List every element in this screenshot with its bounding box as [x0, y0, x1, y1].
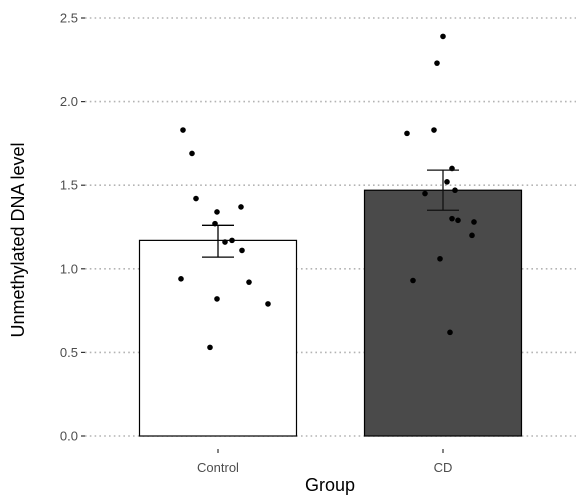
data-point: [239, 247, 245, 254]
data-point: [207, 344, 213, 351]
bars: [138, 189, 523, 437]
data-point: [447, 329, 453, 336]
data-point: [214, 209, 220, 215]
x-axis-title: Group: [305, 475, 355, 495]
error-bar-cd: [427, 169, 459, 211]
y-tick-label: 2.5: [60, 11, 78, 26]
data-point: [452, 187, 458, 194]
data-point: [469, 232, 475, 239]
y-tick-label: 1.5: [60, 178, 78, 193]
y-axis: 0.0 0.5 1.0 1.5 2.0 2.5: [60, 11, 85, 444]
data-point: [193, 195, 199, 202]
data-point: [440, 33, 446, 40]
error-bar-control: [202, 224, 234, 258]
y-axis-title: Unmethylated DNA level: [8, 142, 28, 337]
data-point: [449, 215, 455, 222]
data-point: [214, 296, 220, 302]
data-point: [238, 204, 244, 210]
data-point: [180, 127, 186, 133]
x-axis: Control CD: [197, 449, 452, 475]
y-tick-label: 0.0: [60, 429, 78, 444]
bar-control: [138, 239, 298, 437]
x-tick-label: Control: [197, 460, 239, 475]
data-point: [444, 179, 450, 185]
error-bars: [202, 169, 459, 258]
data-point: [404, 130, 410, 137]
data-point: [422, 190, 428, 197]
data-point: [471, 219, 477, 225]
y-tick-label: 2.0: [60, 94, 78, 109]
data-point: [455, 217, 461, 224]
data-point: [265, 301, 271, 307]
data-point: [431, 127, 437, 133]
x-tick-label: CD: [434, 460, 453, 475]
data-point: [222, 239, 228, 245]
data-point: [229, 237, 235, 244]
data-point: [246, 279, 252, 285]
data-point: [437, 255, 443, 262]
y-tick-label: 0.5: [60, 345, 78, 360]
bar-cd: [363, 189, 523, 437]
data-point: [178, 276, 184, 282]
y-tick-label: 1.0: [60, 261, 78, 276]
data-points: [178, 33, 477, 351]
data-point: [410, 277, 416, 284]
data-point: [189, 150, 195, 157]
data-point: [434, 60, 440, 66]
